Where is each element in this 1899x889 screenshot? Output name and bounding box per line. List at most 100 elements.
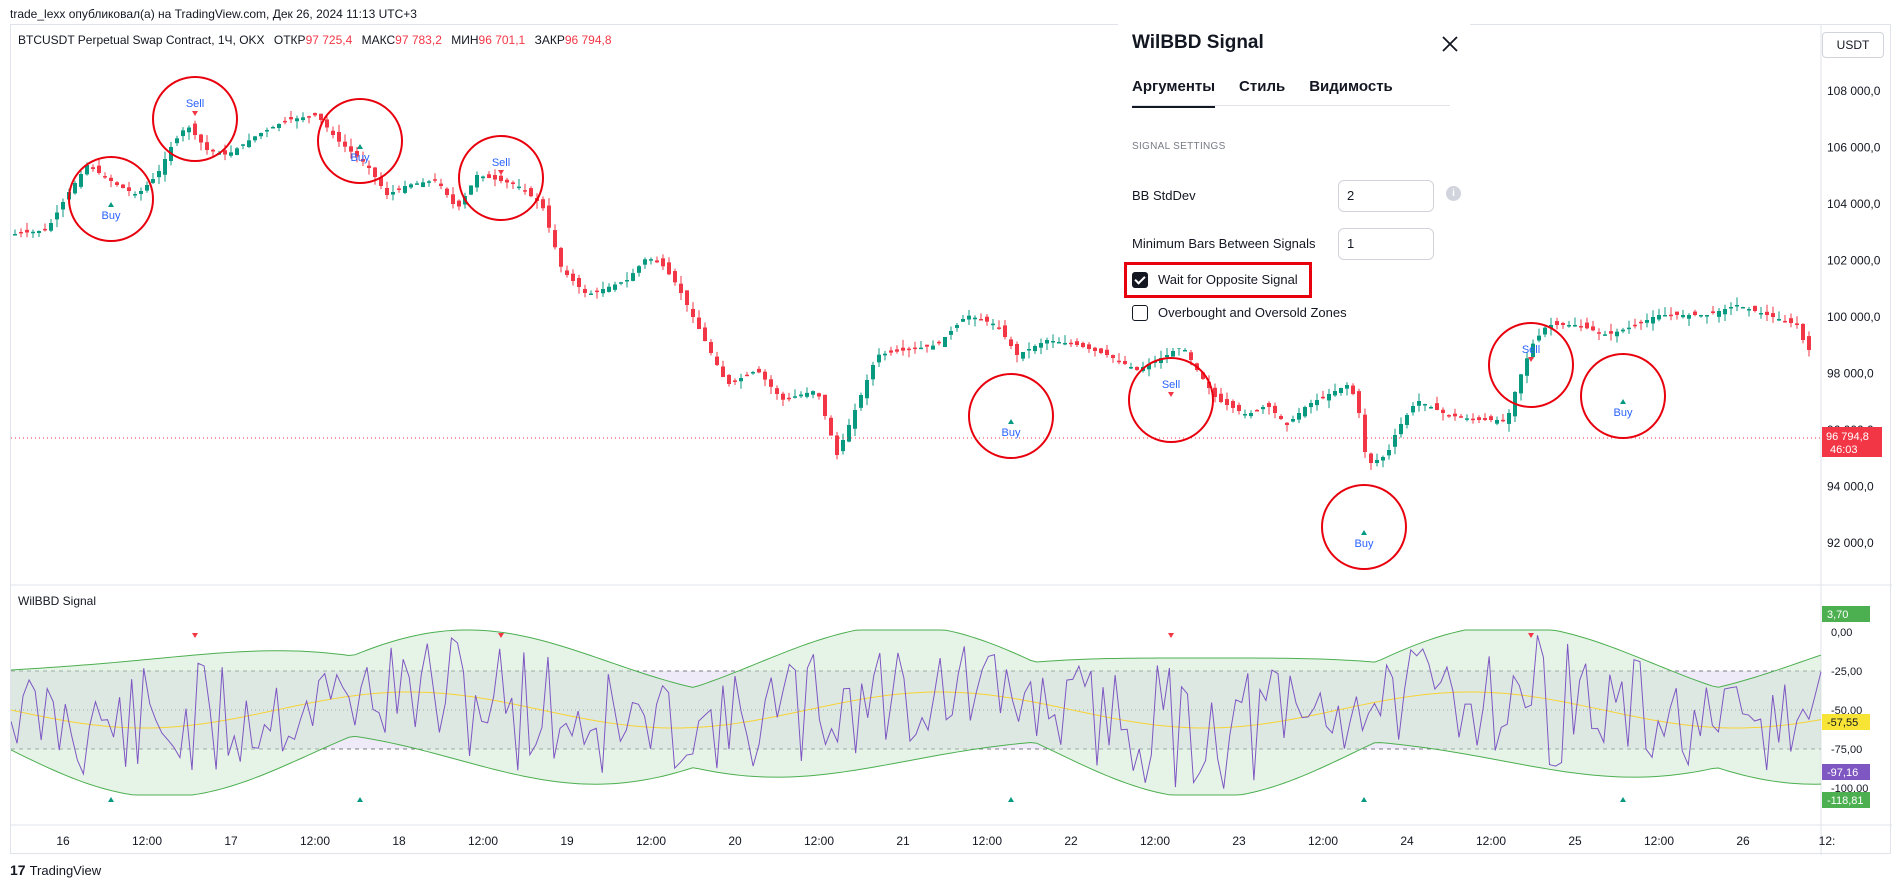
bb-stddev-input[interactable]: 2 bbox=[1338, 180, 1434, 212]
time-axis-label: 12:00 bbox=[1476, 834, 1506, 848]
indicator-tag bbox=[1822, 606, 1870, 622]
signal-label: Buy bbox=[351, 152, 370, 164]
wait-opposite-checkbox[interactable] bbox=[1132, 272, 1148, 288]
price-axis-label: 106 000,0 bbox=[1827, 141, 1881, 155]
candle bbox=[1045, 340, 1049, 344]
price-axis-label: 104 000,0 bbox=[1827, 197, 1881, 211]
candle bbox=[1777, 319, 1781, 321]
candle bbox=[763, 371, 767, 380]
candle bbox=[1669, 314, 1673, 317]
time-axis-label: 17 bbox=[224, 834, 238, 848]
wait-opposite-label[interactable]: Wait for Opposite Signal bbox=[1158, 272, 1298, 287]
candle bbox=[1393, 435, 1397, 447]
candle bbox=[175, 138, 179, 144]
bollinger-fill bbox=[11, 630, 1821, 795]
signal-circle bbox=[1488, 322, 1574, 408]
sell-marker-icon bbox=[192, 633, 198, 638]
candle bbox=[1561, 322, 1565, 325]
candle bbox=[1585, 322, 1589, 329]
candle bbox=[697, 317, 701, 329]
signal-circle bbox=[1580, 353, 1666, 439]
candle bbox=[1357, 391, 1361, 413]
high-value: 97 783,2 bbox=[395, 33, 442, 47]
candle bbox=[187, 127, 191, 133]
candle bbox=[109, 177, 113, 181]
candle bbox=[1333, 391, 1337, 396]
chart-canvas[interactable]: 108 000,0 106 000,0 104 000,0 102 000,0 100 … bbox=[11, 25, 1892, 855]
price-axis-label: 108 000,0 bbox=[1827, 84, 1881, 98]
time-axis-label: 12: bbox=[1819, 834, 1836, 848]
info-icon[interactable]: i bbox=[1446, 186, 1461, 201]
candle bbox=[571, 273, 575, 281]
basis-line bbox=[11, 691, 1822, 729]
candle bbox=[1711, 311, 1715, 313]
candle bbox=[907, 348, 911, 351]
candle bbox=[331, 130, 335, 135]
zones-label[interactable]: Overbought and Oversold Zones bbox=[1158, 305, 1347, 320]
currency-button[interactable]: USDT bbox=[1822, 32, 1884, 58]
candle bbox=[79, 174, 83, 187]
candle bbox=[121, 184, 125, 188]
time-axis-label: 20 bbox=[728, 834, 742, 848]
indicator-axis-label: -25,00 bbox=[1831, 666, 1862, 678]
candle bbox=[283, 120, 287, 123]
indicator-title[interactable]: WilBBD Signal bbox=[18, 594, 97, 608]
candle bbox=[823, 394, 827, 416]
candle bbox=[637, 266, 641, 273]
time-axis-label: 25 bbox=[1568, 834, 1582, 848]
buy-marker-icon bbox=[1008, 797, 1014, 802]
highlight-box bbox=[1124, 262, 1312, 298]
candle bbox=[1399, 424, 1403, 435]
candle bbox=[1645, 320, 1649, 323]
tab-arguments[interactable]: Аргументы bbox=[1132, 78, 1216, 108]
candle bbox=[385, 188, 389, 195]
candle bbox=[1753, 305, 1757, 311]
tab-divider bbox=[1132, 105, 1450, 106]
candle bbox=[1633, 324, 1637, 327]
candle bbox=[157, 171, 161, 178]
time-axis-label: 12:00 bbox=[636, 834, 666, 848]
indicator-axis-label: -75,00 bbox=[1831, 744, 1862, 756]
chart-area[interactable]: 108 000,0 106 000,0 104 000,0 102 000,0 100 … bbox=[10, 24, 1892, 855]
candle bbox=[427, 181, 431, 183]
candle bbox=[1387, 450, 1391, 456]
candle bbox=[853, 410, 857, 429]
time-axis-label: 18 bbox=[392, 834, 406, 848]
candle bbox=[55, 212, 59, 220]
candle bbox=[1747, 309, 1751, 311]
time-axis-label: 12:00 bbox=[468, 834, 498, 848]
candle bbox=[817, 393, 821, 397]
buy-arrow-icon bbox=[357, 144, 363, 149]
candle bbox=[1255, 409, 1259, 412]
candle bbox=[523, 190, 527, 192]
candle bbox=[1123, 361, 1127, 364]
candle bbox=[19, 231, 23, 234]
candle bbox=[859, 395, 863, 408]
candle bbox=[1363, 414, 1367, 452]
candle bbox=[379, 177, 383, 186]
candle bbox=[1675, 311, 1679, 315]
indicator-tag-value: -97,16 bbox=[1827, 767, 1858, 779]
open-label: ОТКР bbox=[273, 33, 306, 47]
symbol-title[interactable]: BTCUSDT Perpetual Swap Contract, 1Ч, OKX bbox=[18, 33, 265, 47]
price-axis-label: 102 000,0 bbox=[1827, 254, 1881, 268]
min-bars-input[interactable]: 1 bbox=[1338, 228, 1434, 260]
candle bbox=[277, 124, 281, 128]
sell-arrow-icon bbox=[192, 111, 198, 116]
candle bbox=[259, 133, 263, 137]
zones-checkbox[interactable] bbox=[1132, 305, 1148, 321]
candle bbox=[1603, 334, 1607, 336]
candle bbox=[1345, 385, 1349, 389]
tradingview-logo-icon: 17 bbox=[10, 862, 26, 878]
signal-label: Sell bbox=[1522, 344, 1540, 356]
tab-visibility[interactable]: Видимость bbox=[1309, 78, 1393, 95]
candle bbox=[1615, 331, 1619, 337]
close-icon[interactable] bbox=[1438, 32, 1462, 56]
tab-style[interactable]: Стиль bbox=[1239, 78, 1286, 95]
candle bbox=[511, 182, 515, 184]
candle bbox=[1543, 327, 1547, 335]
candle bbox=[349, 146, 353, 152]
candle bbox=[1375, 460, 1379, 464]
candle bbox=[931, 345, 935, 350]
candle bbox=[835, 435, 839, 455]
